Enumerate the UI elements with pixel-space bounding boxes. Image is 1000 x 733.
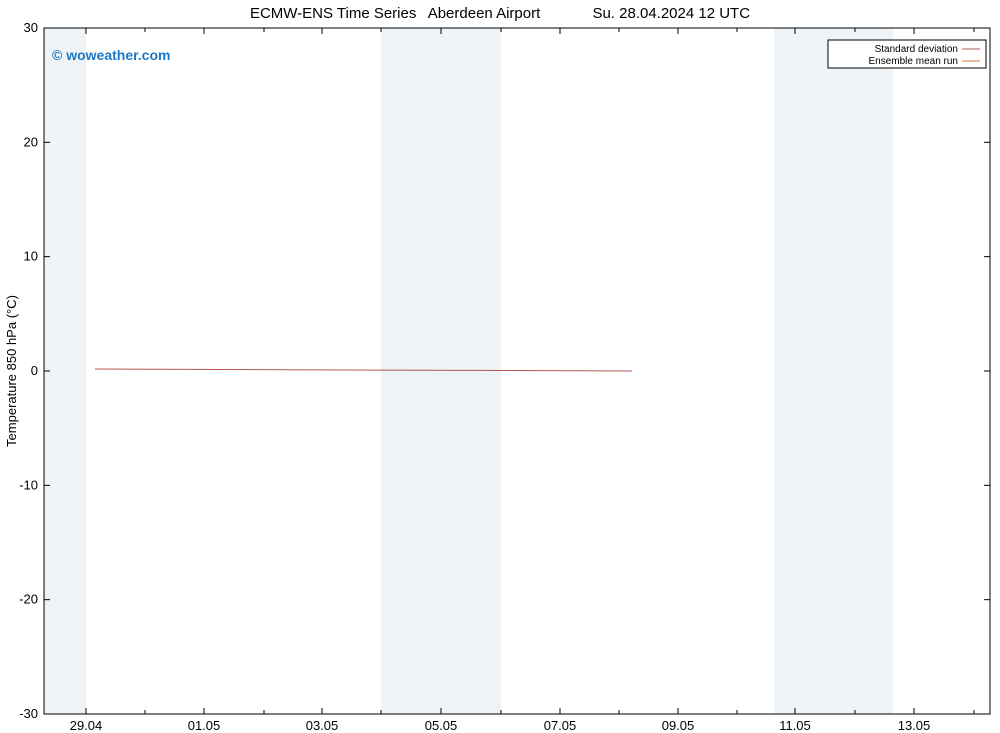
x-tick-label: 29.04: [70, 718, 103, 733]
y-tick-label: -10: [19, 477, 38, 492]
y-tick-label: -20: [19, 592, 38, 607]
legend-label: Standard deviation: [875, 44, 958, 55]
x-tick-label: 03.05: [306, 718, 339, 733]
weekend-band: [774, 28, 893, 714]
chart-title: ECMW-ENS Time Series Aberdeen Airport Su…: [250, 5, 750, 22]
weekend-band: [381, 28, 501, 714]
y-axis-label: Temperature 850 hPa (°C): [4, 295, 19, 447]
chart-svg: -30 -20 -10 0 10 20 30 29.04 01.05 03.05 05.05 07.…: [0, 0, 1000, 733]
y-tick-label: -30: [19, 706, 38, 721]
y-tick-label: 0: [31, 363, 38, 378]
x-tick-label: 05.05: [425, 718, 458, 733]
x-tick-label: 11.05: [779, 718, 811, 733]
y-tick-label: 30: [24, 20, 38, 35]
watermark: © woweather.com: [52, 47, 170, 63]
title-location: Aberdeen Airport: [428, 5, 541, 22]
x-tick-label: 07.05: [544, 718, 577, 733]
x-tick-label: 13.05: [898, 718, 931, 733]
weekend-band: [44, 28, 86, 714]
title-source: ECMW-ENS Time Series: [250, 5, 416, 22]
x-tick-label: 09.05: [662, 718, 695, 733]
y-tick-label: 10: [24, 249, 38, 264]
chart-container: -30 -20 -10 0 10 20 30 29.04 01.05 03.05 05.05 07.…: [0, 0, 1000, 733]
legend: Standard deviationEnsemble mean run: [828, 40, 986, 68]
y-tick-label: 20: [24, 134, 38, 149]
legend-label: Ensemble mean run: [869, 56, 959, 67]
title-datetime: Su. 28.04.2024 12 UTC: [592, 5, 750, 22]
x-tick-label: 01.05: [188, 718, 221, 733]
